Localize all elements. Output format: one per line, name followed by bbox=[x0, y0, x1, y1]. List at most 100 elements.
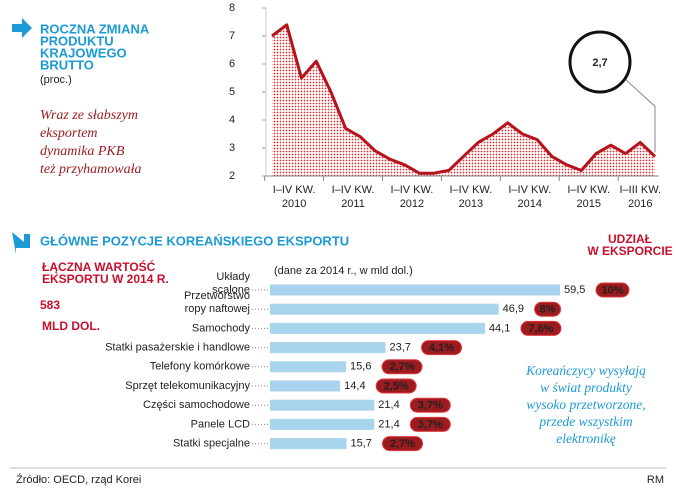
category-label: Sprzęt telekomunikacyjny bbox=[125, 380, 250, 392]
share-badge bbox=[421, 340, 463, 356]
share-title: UDZIAŁ bbox=[608, 232, 652, 246]
value-label: 44,1 bbox=[489, 322, 510, 334]
note: wysoko przetworzone, bbox=[526, 397, 645, 412]
x-tick-label: 2016 bbox=[628, 198, 652, 210]
share-label: 3,7% bbox=[418, 419, 443, 431]
total-title: ŁĄCZNA WARTOŚĆ bbox=[42, 259, 156, 274]
note: elektronikę bbox=[556, 431, 615, 446]
y-tick-label: 8 bbox=[229, 2, 235, 14]
bar bbox=[270, 342, 386, 354]
x-tick-label: 2015 bbox=[576, 198, 600, 210]
bar bbox=[270, 380, 341, 392]
bar bbox=[270, 322, 485, 334]
share-badge bbox=[534, 301, 562, 317]
x-tick-label: I–IV KW. bbox=[567, 184, 610, 196]
chart-title: PRODUKTU bbox=[40, 33, 114, 48]
y-tick-label: 6 bbox=[229, 58, 235, 70]
x-tick-label: 2012 bbox=[400, 198, 424, 210]
chart-title: GŁÓWNE POZYCJE KOREAŃSKIEGO EKSPORTU bbox=[40, 233, 349, 248]
category-label: ropy naftowej bbox=[185, 303, 250, 315]
category-label: Przetwórstwo bbox=[184, 290, 250, 302]
value-label: 15,6 bbox=[350, 361, 371, 373]
line bbox=[271, 23, 657, 175]
x-tick-label: 2014 bbox=[518, 198, 542, 210]
note: w świat produkty bbox=[540, 380, 632, 395]
bar bbox=[270, 303, 499, 315]
callout-circle bbox=[568, 30, 632, 94]
y-tick-label: 5 bbox=[229, 86, 235, 98]
area bbox=[272, 24, 655, 176]
note: eksportem bbox=[40, 126, 98, 141]
value-label: 21,4 bbox=[378, 399, 399, 411]
share-label: 7,6% bbox=[528, 323, 553, 335]
y-tick-label: 7 bbox=[229, 30, 235, 42]
x-tick-label: I–IV KW. bbox=[273, 184, 316, 196]
bar bbox=[270, 361, 347, 373]
value-label: 59,5 bbox=[564, 284, 585, 296]
note: przede wszystkim bbox=[538, 414, 633, 429]
share-label: 2,7% bbox=[390, 438, 415, 450]
bar bbox=[270, 284, 560, 296]
credit: RM bbox=[647, 474, 664, 486]
share-badge bbox=[520, 320, 562, 336]
total-title: EKSPORTU W 2014 R. bbox=[42, 272, 169, 286]
x-tick-label: I–III KW. bbox=[619, 184, 661, 196]
share-badge bbox=[595, 282, 630, 298]
bar bbox=[270, 438, 347, 450]
share-title: W EKSPORCIE bbox=[587, 244, 672, 258]
y-tick-label: 3 bbox=[229, 142, 235, 154]
bar bbox=[270, 418, 375, 430]
category-label: Telefony komórkowe bbox=[150, 361, 250, 373]
x-tick-label: I–IV KW. bbox=[332, 184, 375, 196]
source: Źródło: OECD, rząd Korei bbox=[16, 473, 141, 486]
value-label: 14,4 bbox=[344, 380, 365, 392]
note: też przyhamowała bbox=[40, 162, 142, 177]
share-label: 10% bbox=[601, 284, 623, 296]
x-tick-label: 2011 bbox=[341, 198, 365, 210]
category-label: Samochody bbox=[192, 322, 251, 334]
value-label: 15,7 bbox=[351, 438, 372, 450]
share-badge bbox=[382, 436, 424, 452]
share-badge bbox=[409, 416, 451, 432]
value-label: 46,9 bbox=[503, 303, 524, 315]
category-label: Układy bbox=[216, 271, 250, 283]
callout-line bbox=[623, 77, 656, 153]
share-label: 4,1% bbox=[429, 342, 454, 354]
x-tick-label: 2013 bbox=[459, 198, 483, 210]
share-badge bbox=[375, 378, 417, 394]
category-label: Statki pasażerskie i handlowe bbox=[105, 342, 250, 354]
arrow-icon bbox=[12, 232, 30, 254]
share-label: 2,7% bbox=[389, 361, 414, 373]
total-unit: MLD DOL. bbox=[42, 319, 100, 333]
note: dynamika PKB bbox=[40, 144, 125, 159]
x-tick-label: I–IV KW. bbox=[391, 184, 434, 196]
chart-title: ROCZNA ZMIANA bbox=[40, 21, 150, 36]
note: Wraz ze słabszym bbox=[40, 108, 138, 123]
category-label: Statki specjalne bbox=[173, 438, 250, 450]
callout: 2,7 bbox=[592, 57, 607, 69]
category-label: Panele LCD bbox=[191, 418, 250, 430]
share-label: 8% bbox=[540, 304, 556, 316]
y-tick-label: 2 bbox=[229, 170, 235, 182]
total: 583 bbox=[40, 298, 60, 312]
share-label: 3,7% bbox=[418, 400, 443, 412]
share-badge bbox=[381, 359, 423, 375]
subtitle: (proc.) bbox=[40, 74, 72, 86]
y-tick-label: 4 bbox=[229, 114, 235, 126]
x-tick-label: 2010 bbox=[282, 198, 306, 210]
category-label: Części samochodowe bbox=[143, 399, 250, 411]
chart-title: BRUTTO bbox=[40, 57, 94, 72]
arrow-icon bbox=[12, 18, 32, 38]
chart-title: KRAJOWEGO bbox=[40, 45, 127, 60]
x-tick-label: I–IV KW. bbox=[449, 184, 492, 196]
note: Koreańczycy wysyłają bbox=[525, 363, 646, 378]
axis-note: (dane za 2014 r., w mld dol.) bbox=[274, 265, 413, 277]
category-label: scalone bbox=[212, 284, 250, 296]
value-label: 23,7 bbox=[390, 342, 411, 354]
share-badge bbox=[409, 397, 451, 413]
bar bbox=[270, 399, 375, 411]
share-label: 2,5% bbox=[384, 380, 409, 392]
value-label: 21,4 bbox=[378, 418, 399, 430]
